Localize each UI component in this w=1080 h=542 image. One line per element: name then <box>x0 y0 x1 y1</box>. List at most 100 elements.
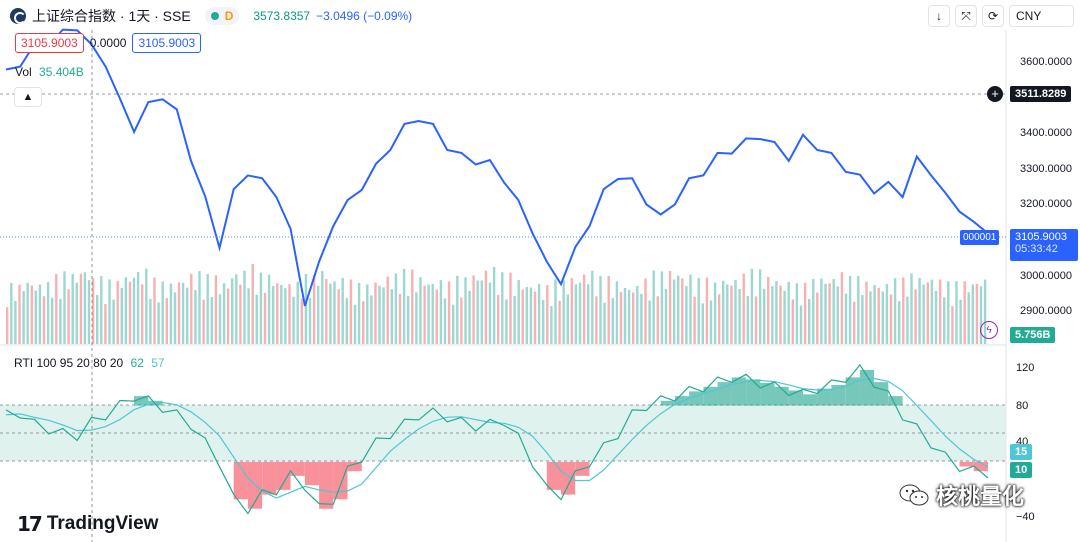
volume-bar <box>132 277 136 344</box>
volume-bar <box>386 276 389 344</box>
tradingview-logo[interactable]: 17 TradingView <box>17 512 158 536</box>
volume-legend[interactable]: Vol 35.404B <box>15 65 84 79</box>
volume-bar <box>656 296 659 344</box>
volume-bar <box>362 301 365 344</box>
download-button[interactable]: ↓ <box>928 5 950 27</box>
volume-bar <box>848 275 852 344</box>
reset-button[interactable]: ⟳ <box>982 5 1004 27</box>
volume-bar <box>758 269 762 344</box>
currency-select[interactable]: CNY <box>1009 5 1074 27</box>
volume-bar <box>366 284 369 344</box>
volume-bar <box>263 292 267 344</box>
volume-bar <box>63 271 66 344</box>
volume-bar <box>427 284 430 344</box>
volume-bar <box>390 289 393 344</box>
volume-bar <box>632 292 635 344</box>
volume-bar <box>734 280 737 344</box>
volume-bar <box>542 300 545 344</box>
volume-bar <box>382 287 385 344</box>
volume-bar <box>136 272 140 344</box>
rti-oversold-fill <box>319 461 334 509</box>
volume-bar <box>30 285 33 344</box>
volume-bar <box>492 267 496 344</box>
volume-bar <box>844 293 848 344</box>
volume-bar <box>329 283 332 344</box>
volume-bar <box>468 290 471 344</box>
volume-bar <box>668 270 672 344</box>
volume-bar <box>652 270 655 344</box>
volume-bar <box>685 286 688 344</box>
rti-overbought-fill <box>874 382 889 406</box>
volume-bar <box>746 295 749 344</box>
volume-bar <box>337 289 340 344</box>
volume-bar <box>206 274 209 344</box>
rti-overbought-fill <box>888 396 903 406</box>
volume-bar <box>722 280 725 344</box>
volume-bar <box>840 272 844 344</box>
volume-bar <box>284 288 287 344</box>
tradingview-wordmark: TradingView <box>46 513 159 534</box>
volume-bar <box>607 276 610 344</box>
price-tick: 3400.0000 <box>1020 127 1072 139</box>
volume-bar <box>582 274 586 344</box>
volume-bar <box>124 277 128 344</box>
volume-bar <box>795 283 799 344</box>
volume-value: 35.404B <box>39 65 84 79</box>
volume-bar <box>423 285 426 344</box>
buy-price-box[interactable]: 3105.9003 <box>132 33 202 53</box>
volume-bar <box>763 288 766 344</box>
volume-bar <box>398 294 402 344</box>
collapse-legend-button[interactable]: ▲ <box>14 87 42 107</box>
volume-bar <box>664 289 668 344</box>
volume-bar <box>431 283 434 344</box>
volume-bar <box>517 280 520 344</box>
volume-bar <box>513 295 516 344</box>
symbol-title[interactable]: 上证综合指数 · 1天 · SSE <box>32 8 191 24</box>
volume-bar <box>922 284 925 344</box>
volume-bar <box>394 273 398 344</box>
volume-bar <box>243 270 246 344</box>
rti-signal-tag: 15 <box>1010 444 1033 460</box>
rti-legend[interactable]: RTI 100 95 20 80 20 62 57 <box>14 356 165 370</box>
volume-bar <box>304 274 308 344</box>
volume-bar <box>149 299 152 344</box>
volume-bar <box>251 264 254 344</box>
volume-bar <box>202 299 205 344</box>
volume-bar <box>865 281 868 344</box>
volume-bar <box>247 288 250 344</box>
volume-bar <box>415 292 418 344</box>
rti-overbought-fill <box>746 379 761 406</box>
volume-bar <box>812 278 815 344</box>
volume-bar <box>754 296 758 344</box>
add-alert-plus-icon[interactable]: + <box>987 86 1003 102</box>
volume-bar <box>975 283 979 344</box>
lightning-icon[interactable]: ϟ <box>980 321 998 339</box>
volume-bar <box>235 274 238 344</box>
volume-bar <box>869 291 872 344</box>
volume-bar <box>591 270 594 344</box>
volume-bar <box>484 270 488 344</box>
volume-bar <box>599 275 602 344</box>
watermark-text: 核桃量化 <box>936 484 1025 509</box>
volume-bar <box>341 277 344 344</box>
volume-bar <box>730 285 733 344</box>
volume-bar <box>141 284 144 344</box>
volume-bar <box>857 276 860 344</box>
volume-bar <box>709 300 713 344</box>
last-price: 3573.8357 <box>253 9 311 23</box>
compare-button[interactable]: ⤧ <box>955 5 977 27</box>
volume-bar <box>803 282 807 344</box>
volume-bar <box>169 283 173 344</box>
volume-bar <box>697 277 700 344</box>
rti-oversold-fill <box>959 461 974 467</box>
volume-bar <box>218 294 222 344</box>
wechat-icon <box>899 484 929 506</box>
sell-price-box[interactable]: 3105.9003 <box>15 33 84 53</box>
rti-oversold-fill <box>276 461 291 490</box>
rti-oversold-fill <box>290 461 305 476</box>
volume-bar <box>898 301 901 344</box>
market-status-pill[interactable]: D <box>204 7 240 25</box>
volume-bar <box>783 290 786 344</box>
rti-value-tag: 10 <box>1010 462 1033 478</box>
